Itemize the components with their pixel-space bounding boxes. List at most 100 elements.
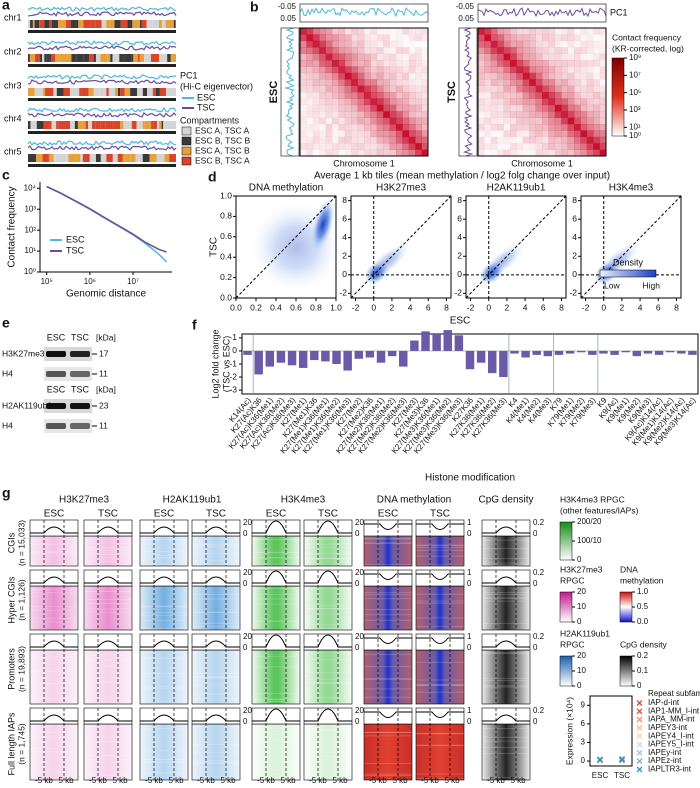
heatmap-cell	[548, 85, 556, 93]
heatmap-cell	[522, 136, 530, 144]
profile-scale: 0.2	[533, 706, 545, 715]
heatmap-cell	[332, 104, 339, 112]
heatmap-cell	[396, 98, 403, 106]
heatmap-cell	[389, 92, 397, 99]
heatmap-cell	[351, 104, 358, 112]
heatmap-cell	[325, 92, 333, 99]
heatmap-cell	[376, 143, 384, 150]
heatmap-cell	[383, 117, 390, 125]
unit-label: [kDa]	[96, 384, 116, 394]
x-axis-label: Histone modification	[425, 473, 515, 484]
heatmap-cell	[586, 40, 594, 48]
heatmap-cell	[574, 149, 581, 157]
heatmap-cell	[312, 60, 320, 67]
heatmap-cell	[529, 149, 536, 157]
heatmap-cell	[484, 66, 492, 74]
heatmap-cell	[510, 124, 517, 131]
profile-frame	[29, 633, 79, 651]
heatmap-cell	[351, 92, 358, 99]
pc1-track	[462, 27, 474, 157]
heatmap-cell	[542, 60, 549, 67]
compartment-segment	[117, 88, 121, 96]
heatmap-cell	[415, 130, 422, 138]
heatmap-cell	[529, 66, 536, 74]
profile-scale: 0	[355, 643, 360, 652]
heatmap-cell	[313, 150, 320, 157]
axes-frame	[350, 195, 452, 299]
heatmap-cell	[522, 92, 530, 99]
bar	[476, 350, 486, 363]
heatmap-cell	[415, 124, 422, 131]
compartment-segment	[76, 54, 84, 62]
heatmap-cell	[593, 104, 600, 112]
heatmap-cell	[312, 130, 320, 138]
heatmap-texture	[192, 684, 240, 686]
bar	[254, 350, 263, 375]
pc1-tick: 0.05	[280, 14, 296, 23]
heatmap-cell	[396, 92, 403, 99]
heatmap-cell	[415, 41, 422, 48]
compartment-segment	[56, 88, 64, 96]
heatmap-cell	[300, 72, 307, 80]
heatmap-texture	[416, 600, 464, 602]
heatmap-cell	[364, 53, 371, 61]
heatmap-cell	[503, 40, 511, 48]
heatmap-texture	[140, 750, 188, 752]
heatmap-cell	[402, 53, 410, 61]
heatmap-texture	[416, 683, 464, 685]
legend-subtitle: (Hi-C eigenvector)	[180, 81, 253, 91]
heatmap-cell	[491, 130, 498, 137]
heatmap-cell	[586, 92, 594, 99]
heatmap-cell	[415, 66, 422, 74]
heatmap-texture	[252, 666, 300, 668]
heatmap-cell	[542, 111, 549, 118]
compartment-segment	[142, 88, 148, 96]
profile-frame	[191, 633, 241, 651]
compartment-segment	[157, 121, 160, 129]
heatmap-cell	[383, 47, 390, 54]
colorbar-tick-label: 10⁹	[629, 53, 641, 62]
pc1-track	[27, 45, 177, 51]
heatmap-cell	[357, 136, 365, 144]
heatmap-cell	[586, 124, 594, 131]
profile-scale: 0	[533, 717, 538, 726]
heatmap-cell	[593, 124, 600, 131]
profile-frame	[363, 569, 413, 587]
heatmap-cell	[580, 111, 588, 118]
colorbar-tick-label: 10	[577, 666, 586, 675]
heatmap-cell	[396, 111, 403, 118]
heatmap-cell	[332, 66, 339, 74]
heatmap-texture	[84, 547, 132, 549]
heatmap-cell	[364, 79, 371, 86]
heatmap-cell	[338, 72, 346, 80]
x-tick-label: 10⁷	[127, 277, 139, 286]
heatmap-cell	[586, 79, 594, 86]
bar	[321, 350, 330, 362]
heatmap-cell	[497, 111, 504, 118]
compartment-segment	[88, 121, 93, 129]
colorbar-tick-label: 0.1	[637, 666, 649, 675]
heatmap-cell	[580, 47, 588, 54]
compartment-segment	[70, 20, 79, 28]
y-tick-label: 1.0	[220, 190, 232, 200]
heatmap-texture	[192, 622, 240, 624]
heatmap-cell	[319, 143, 326, 150]
blot-label: H4	[2, 368, 13, 378]
heatmap-cell	[300, 111, 307, 118]
heatmap-cell	[338, 92, 346, 99]
y-tick-label: 1	[232, 332, 237, 342]
heatmap-cell	[516, 104, 524, 112]
heatmap-texture	[252, 728, 300, 729]
heatmap-texture	[30, 606, 78, 607]
heatmap-cell	[503, 66, 511, 74]
heatmap-texture	[416, 773, 464, 775]
heatmap-texture	[364, 763, 412, 765]
colorbar-tick-label: 10³	[629, 105, 641, 114]
panel-letter: d	[208, 169, 217, 185]
heatmap-cell	[357, 40, 365, 48]
heatmap-cell	[580, 104, 588, 112]
heatmap-cell	[510, 72, 517, 80]
heatmap	[192, 724, 240, 780]
heatmap-cell	[370, 72, 378, 80]
heatmap-cell	[312, 92, 320, 99]
